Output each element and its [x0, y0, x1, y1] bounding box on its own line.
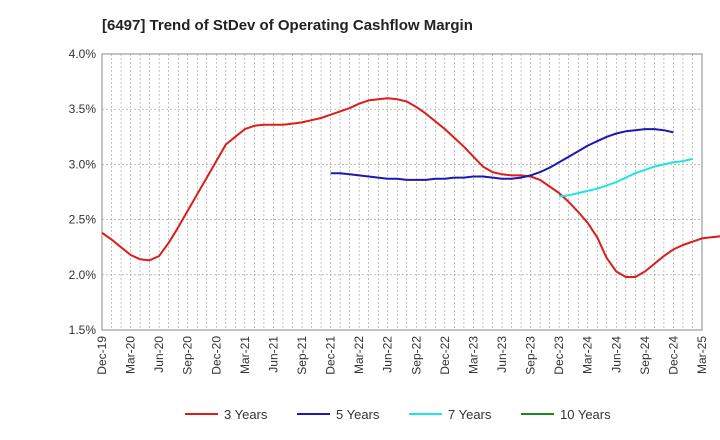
x-tick-label: Jun-24 — [609, 336, 623, 373]
series-line-7-years — [558, 157, 693, 198]
x-tick-label: Sep-21 — [295, 336, 309, 375]
x-tick-label: Mar-22 — [352, 336, 366, 374]
series-line-5-years — [330, 128, 674, 181]
x-tick-label: Dec-23 — [552, 336, 566, 375]
y-tick-label: 2.5% — [69, 213, 97, 227]
series-line-3-years — [101, 97, 720, 278]
x-tick-label: Jun-20 — [152, 336, 166, 373]
legend-label: 3 Years — [224, 407, 268, 422]
x-tick-label: Dec-22 — [438, 336, 452, 375]
x-axis: Dec-19 Mar-20 Jun-20 Sep-20 Dec-20 Mar-21 Jun-… — [95, 336, 709, 375]
plot-frame — [101, 53, 703, 331]
legend-label: 7 Years — [448, 407, 492, 422]
x-tick-label: Mar-24 — [581, 336, 595, 374]
x-tick-label: Mar-20 — [124, 336, 138, 374]
legend-label: 10 Years — [560, 407, 611, 422]
grid — [102, 54, 702, 330]
x-tick-label: Jun-22 — [381, 336, 395, 373]
x-tick-label: Jun-23 — [495, 336, 509, 373]
y-tick-label: 1.5% — [69, 323, 97, 337]
legend-label: 5 Years — [336, 407, 380, 422]
x-tick-label: Dec-20 — [209, 336, 223, 375]
y-tick-label: 4.0% — [69, 47, 97, 61]
x-tick-label: Mar-21 — [238, 336, 252, 374]
x-tick-label: Mar-23 — [466, 336, 480, 374]
y-tick-label: 3.0% — [69, 157, 97, 171]
x-tick-label: Dec-24 — [666, 336, 680, 375]
x-tick-label: Sep-20 — [181, 336, 195, 375]
x-tick-label: Sep-24 — [638, 336, 652, 375]
x-tick-label: Dec-21 — [324, 336, 338, 375]
y-tick-label: 2.0% — [69, 268, 97, 282]
x-tick-label: Dec-19 — [95, 336, 109, 375]
y-tick-label: 3.5% — [69, 102, 97, 116]
series-lines — [101, 97, 720, 278]
x-tick-label: Jun-21 — [266, 336, 280, 373]
x-tick-label: Mar-25 — [695, 336, 709, 374]
chart-title: [6497] Trend of StDev of Operating Cashf… — [102, 17, 473, 34]
legend: 3 Years 5 Years 7 Years 10 Years — [185, 407, 611, 422]
x-tick-label: Sep-23 — [524, 336, 538, 375]
x-tick-label: Sep-22 — [409, 336, 423, 375]
y-axis: 1.5% 2.0% 2.5% 3.0% 3.5% 4.0% — [69, 47, 97, 337]
